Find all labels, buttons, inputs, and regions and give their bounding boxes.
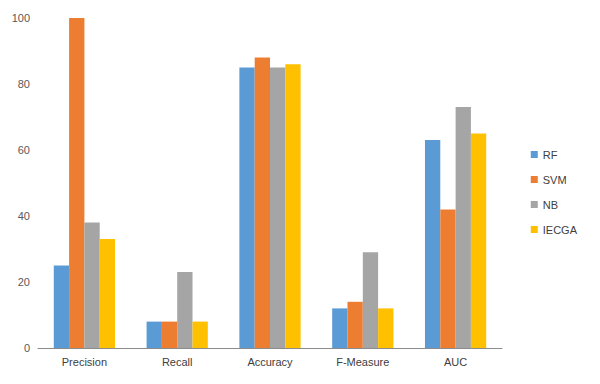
- svg-text:IECGA: IECGA: [543, 224, 578, 236]
- svg-text:20: 20: [18, 276, 30, 288]
- svg-text:RF: RF: [543, 149, 558, 161]
- svg-text:80: 80: [18, 78, 30, 90]
- svg-text:100: 100: [12, 12, 30, 24]
- svg-text:AUC: AUC: [444, 356, 467, 368]
- svg-text:Accuracy: Accuracy: [247, 356, 293, 368]
- svg-text:60: 60: [18, 144, 30, 156]
- svg-text:NB: NB: [543, 199, 558, 211]
- svg-text:Precision: Precision: [62, 356, 107, 368]
- svg-text:Recall: Recall: [162, 356, 193, 368]
- svg-text:F-Measure: F-Measure: [336, 356, 389, 368]
- svg-text:SVM: SVM: [543, 174, 567, 186]
- svg-text:0: 0: [24, 342, 30, 354]
- svg-text:40: 40: [18, 210, 30, 222]
